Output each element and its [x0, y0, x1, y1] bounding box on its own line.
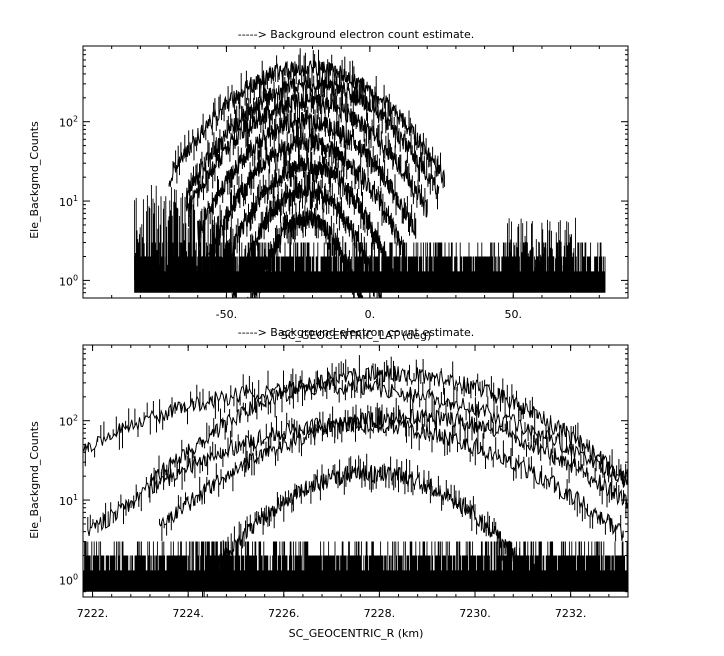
- y-tick-label-2: 102: [59, 115, 78, 130]
- arc-series-0: [168, 48, 445, 189]
- arc-series-5: [220, 147, 394, 291]
- panel-1-axes: -50. 0. 50. 100 101 102: [59, 45, 629, 321]
- bump-series-0: [134, 185, 198, 281]
- y-tick-label-0: 100: [59, 273, 78, 288]
- x-tick-label-1: 0.: [365, 308, 376, 321]
- arc-series-3: [197, 103, 417, 247]
- panel-1-ylabel: Ele_Backgmd_Counts: [28, 121, 41, 239]
- x-tick-label-4: 7230.: [459, 607, 491, 620]
- noise-floor-series: [83, 541, 628, 592]
- panel-2-xlabel: SC_GEOCENTRIC_R (km): [289, 627, 424, 640]
- x-tick-label-0: 7222.: [77, 607, 109, 620]
- arc-series-4: [202, 453, 538, 597]
- x-tick-label-5: 7232.: [555, 607, 587, 620]
- x-tick-label-1: 7224.: [172, 607, 204, 620]
- x-tick-label-2: 50.: [505, 308, 523, 321]
- panel-2-frame: [82, 344, 629, 598]
- panel-1-title: -----> Background electron count estimat…: [238, 28, 475, 41]
- arc-series-1: [83, 366, 628, 487]
- y-tick-label-2: 102: [59, 414, 78, 429]
- panel-1-xlabel: SC_GEOCENTRIC_LAT (deg): [281, 329, 432, 342]
- x-tick-label-0: -50.: [216, 308, 237, 321]
- x-tick-label-3: 7228.: [364, 607, 396, 620]
- arc-series-6: [231, 171, 382, 298]
- panel-2-ylabel: Ele_Backgmd_Counts: [28, 421, 41, 539]
- x-tick-label-2: 7226.: [268, 607, 300, 620]
- panel-1-series: [134, 48, 606, 298]
- bump-series-2: [507, 217, 577, 281]
- panel-2-axes: 7222. 7224. 7226. 7228. 7230. 7232. 100 101 102: [59, 344, 629, 620]
- y-tick-label-1: 101: [59, 194, 78, 209]
- panel-radius: -----> Background electron count estimat…: [28, 326, 629, 640]
- y-tick-label-0: 100: [59, 572, 78, 587]
- panel-1-frame: [82, 45, 629, 299]
- arc-series-7: [243, 200, 370, 298]
- arc-series-1: [185, 64, 440, 210]
- arc-series-2: [185, 83, 428, 227]
- y-tick-label-1: 101: [59, 493, 78, 508]
- arc-series-3: [87, 406, 624, 542]
- panel-latitude: -----> Background electron count estimat…: [28, 28, 629, 342]
- panel-2-series: [83, 355, 628, 597]
- panel-2-title: -----> Background electron count estimat…: [238, 326, 475, 339]
